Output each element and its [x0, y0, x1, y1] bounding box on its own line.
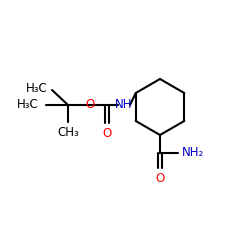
- Text: O: O: [156, 172, 164, 185]
- Text: NH₂: NH₂: [182, 146, 204, 160]
- Text: O: O: [86, 98, 94, 112]
- Text: NH: NH: [115, 98, 133, 112]
- Text: H₃C: H₃C: [26, 82, 48, 94]
- Text: CH₃: CH₃: [57, 126, 79, 139]
- Text: H₃C: H₃C: [17, 98, 39, 112]
- Text: O: O: [102, 127, 112, 140]
